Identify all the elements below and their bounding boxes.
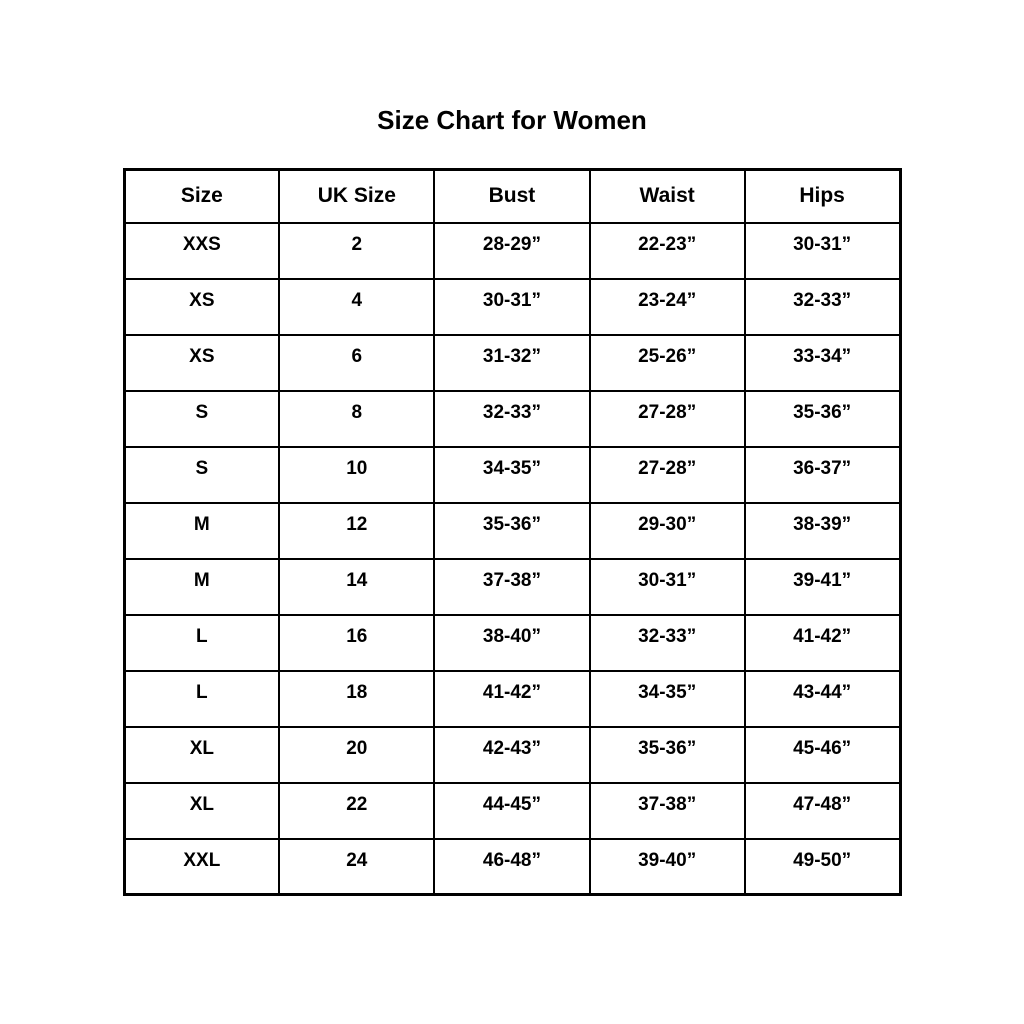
- table-cell: 30-31”: [588, 557, 746, 616]
- table-cell: 37-38”: [588, 781, 746, 840]
- table-cell: 27-28”: [588, 445, 746, 504]
- table-cell: 23-24”: [588, 277, 746, 336]
- table-cell: 41-42”: [433, 669, 591, 728]
- column-header: Hips: [743, 168, 902, 224]
- table-cell: 34-35”: [588, 669, 746, 728]
- table-cell: 12: [278, 501, 436, 560]
- table-cell: 22: [278, 781, 436, 840]
- table-cell: 39-40”: [588, 837, 746, 896]
- table-cell: 16: [278, 613, 436, 672]
- table-cell: L: [122, 669, 281, 728]
- table-cell: 14: [278, 557, 436, 616]
- table-row: XL 22 44-45” 37-38” 47-48”: [122, 781, 902, 840]
- table-cell: 20: [278, 725, 436, 784]
- table-cell: 46-48”: [433, 837, 591, 896]
- table-row: M 12 35-36” 29-30” 38-39”: [122, 501, 902, 560]
- table-cell: XXL: [122, 837, 281, 896]
- table-cell: 8: [278, 389, 436, 448]
- table-header-row: Size UK Size Bust Waist Hips: [122, 168, 902, 224]
- table-cell: 39-41”: [743, 557, 902, 616]
- table-cell: XS: [122, 277, 281, 336]
- table-cell: 38-40”: [433, 613, 591, 672]
- table-row: L 18 41-42” 34-35” 43-44”: [122, 669, 902, 728]
- table-row: XXS 2 28-29” 22-23” 30-31”: [122, 221, 902, 280]
- table-row: XL 20 42-43” 35-36” 45-46”: [122, 725, 902, 784]
- table-cell: S: [122, 445, 281, 504]
- table-cell: 4: [278, 277, 436, 336]
- page-title: Size Chart for Women: [377, 105, 647, 135]
- column-header: UK Size: [278, 168, 436, 224]
- table-cell: 10: [278, 445, 436, 504]
- table-cell: 35-36”: [743, 389, 902, 448]
- table-cell: 31-32”: [433, 333, 591, 392]
- table-cell: 35-36”: [588, 725, 746, 784]
- table-cell: 34-35”: [433, 445, 591, 504]
- table-cell: 32-33”: [588, 613, 746, 672]
- table-header: Size UK Size Bust Waist Hips: [122, 168, 902, 224]
- table-row: M 14 37-38” 30-31” 39-41”: [122, 557, 902, 616]
- table-cell: 32-33”: [743, 277, 902, 336]
- table-row: S 10 34-35” 27-28” 36-37”: [122, 445, 902, 504]
- table-cell: 45-46”: [743, 725, 902, 784]
- table-cell: 28-29”: [433, 221, 591, 280]
- table-cell: 18: [278, 669, 436, 728]
- table-cell: 25-26”: [588, 333, 746, 392]
- table-cell: 30-31”: [433, 277, 591, 336]
- table-cell: 30-31”: [743, 221, 902, 280]
- table-cell: 32-33”: [433, 389, 591, 448]
- table-row: S 8 32-33” 27-28” 35-36”: [122, 389, 902, 448]
- table-cell: 38-39”: [743, 501, 902, 560]
- table-cell: 43-44”: [743, 669, 902, 728]
- table-cell: 44-45”: [433, 781, 591, 840]
- table-cell: XS: [122, 333, 281, 392]
- table-cell: 29-30”: [588, 501, 746, 560]
- table-cell: 2: [278, 221, 436, 280]
- table-cell: XL: [122, 725, 281, 784]
- table-cell: M: [122, 557, 281, 616]
- table-cell: 24: [278, 837, 436, 896]
- table-cell: L: [122, 613, 281, 672]
- table-cell: XXS: [122, 221, 281, 280]
- table-row: XXL 24 46-48” 39-40” 49-50”: [122, 837, 902, 896]
- column-header: Bust: [433, 168, 591, 224]
- table-cell: M: [122, 501, 281, 560]
- table-cell: 6: [278, 333, 436, 392]
- column-header: Size: [122, 168, 281, 224]
- table-cell: 35-36”: [433, 501, 591, 560]
- table-cell: 36-37”: [743, 445, 902, 504]
- table-row: L 16 38-40” 32-33” 41-42”: [122, 613, 902, 672]
- size-chart-table: Size UK Size Bust Waist Hips XXS 2 28-29” 22-23…: [122, 168, 902, 896]
- table-cell: 42-43”: [433, 725, 591, 784]
- table-cell: 22-23”: [588, 221, 746, 280]
- table-cell: XL: [122, 781, 281, 840]
- table-cell: 41-42”: [743, 613, 902, 672]
- table-row: XS 6 31-32” 25-26” 33-34”: [122, 333, 902, 392]
- table-cell: S: [122, 389, 281, 448]
- table-cell: 47-48”: [743, 781, 902, 840]
- table-row: XS 4 30-31” 23-24” 32-33”: [122, 277, 902, 336]
- column-header: Waist: [588, 168, 746, 224]
- table-cell: 27-28”: [588, 389, 746, 448]
- table-body: XXS 2 28-29” 22-23” 30-31” XS 4 30-31” 23-24” 32-…: [122, 221, 902, 896]
- table-cell: 37-38”: [433, 557, 591, 616]
- table-cell: 33-34”: [743, 333, 902, 392]
- table-cell: 49-50”: [743, 837, 902, 896]
